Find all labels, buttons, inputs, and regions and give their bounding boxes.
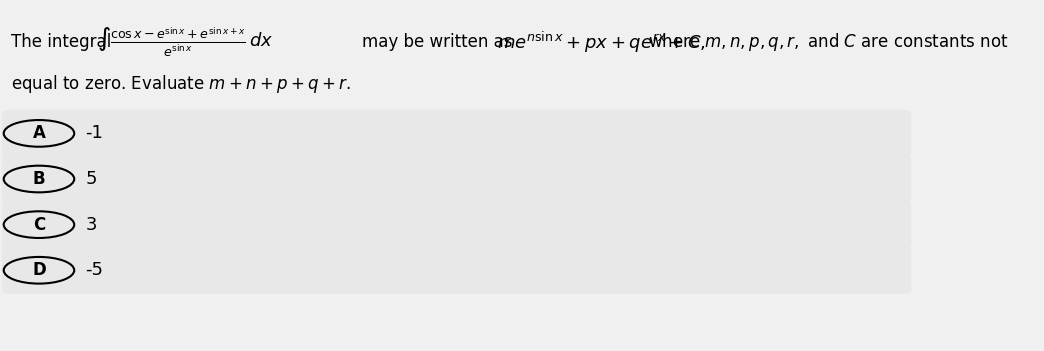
FancyBboxPatch shape [2, 246, 911, 294]
Text: C: C [32, 216, 45, 234]
Text: where $m, n, p, q, r,$ and $C$ are constants not: where $m, n, p, q, r,$ and $C$ are const… [647, 31, 1009, 53]
Text: The integral: The integral [11, 33, 112, 51]
Text: 5: 5 [86, 170, 97, 188]
FancyBboxPatch shape [2, 110, 911, 157]
Text: 3: 3 [86, 216, 97, 234]
FancyBboxPatch shape [2, 201, 911, 249]
Text: -1: -1 [86, 124, 103, 143]
Text: A: A [32, 124, 46, 143]
Text: $me^{n\sin x} + px + qe^{rx} + C,$: $me^{n\sin x} + px + qe^{rx} + C,$ [497, 29, 707, 55]
Text: B: B [32, 170, 45, 188]
Text: $\int \frac{\cos x - e^{\sin x} + e^{\sin x + x}}{e^{\sin x}}\,dx$: $\int \frac{\cos x - e^{\sin x} + e^{\si… [97, 25, 274, 59]
Text: D: D [32, 261, 46, 279]
FancyBboxPatch shape [2, 155, 911, 203]
Text: may be written as: may be written as [362, 33, 513, 51]
Text: equal to zero. Evaluate $m + n + p + q + r$.: equal to zero. Evaluate $m + n + p + q +… [11, 73, 351, 95]
Text: -5: -5 [86, 261, 103, 279]
